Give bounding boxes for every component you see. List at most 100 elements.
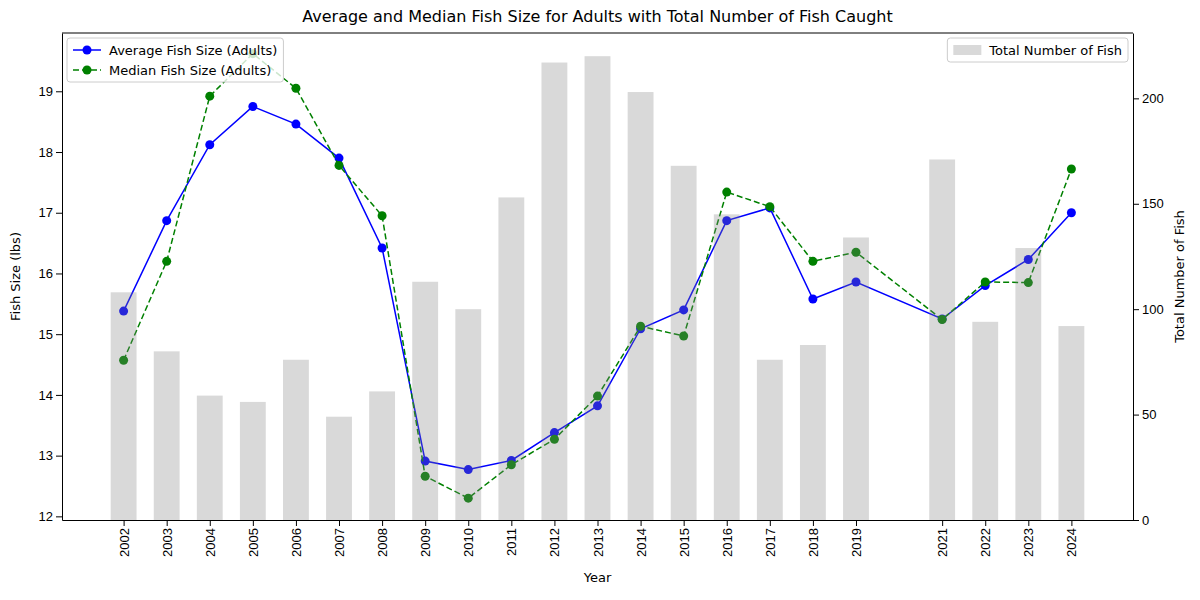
tick-label: 2013 (591, 528, 606, 557)
tick: 2003 (160, 520, 175, 557)
bar (1058, 326, 1084, 520)
bar (585, 56, 611, 520)
tick-label: 2022 (978, 528, 993, 557)
tick-mark (598, 520, 599, 526)
tick-mark (167, 520, 168, 526)
bar (628, 92, 654, 520)
tick: 2021 (935, 520, 950, 557)
tick-mark (856, 520, 857, 526)
bar (154, 351, 180, 520)
x-axis-title: Year (583, 570, 612, 585)
tick-mark (985, 520, 986, 526)
tick: 16 (39, 266, 62, 281)
bar (326, 417, 352, 520)
tick-label: 2023 (1021, 528, 1036, 557)
tick-mark (56, 395, 62, 396)
tick-mark (425, 520, 426, 526)
tick-label: 2021 (935, 528, 950, 557)
tick-mark (56, 152, 62, 153)
tick-mark (1071, 520, 1072, 526)
tick-label: 2008 (375, 528, 390, 557)
marker (378, 243, 387, 252)
tick: 19 (39, 84, 62, 99)
tick-mark (56, 456, 62, 457)
tick-label: 2006 (289, 528, 304, 557)
tick-mark (641, 520, 642, 526)
tick-mark (684, 520, 685, 526)
tick-mark (124, 520, 125, 526)
tick: 2015 (677, 520, 692, 557)
tick: 12 (39, 509, 62, 524)
tick: 2016 (720, 520, 735, 557)
tick: 2018 (806, 520, 821, 557)
tick: 15 (39, 327, 62, 342)
legend-swatch (953, 45, 981, 55)
tick: 0 (1133, 513, 1149, 528)
marker (1067, 165, 1076, 174)
bar (111, 292, 137, 520)
legend-marker (83, 66, 92, 75)
tick-mark (1133, 309, 1139, 310)
bar (929, 159, 955, 520)
legend-label: Average Fish Size (Adults) (109, 43, 277, 58)
bar (800, 345, 826, 520)
bar (714, 214, 740, 520)
axis-line (1133, 34, 1134, 521)
tick: 2019 (849, 520, 864, 557)
marker (981, 277, 990, 286)
tick: 13 (39, 448, 62, 463)
tick-mark (1133, 415, 1139, 416)
tick-mark (253, 520, 254, 526)
tick: 50 (1133, 407, 1156, 422)
tick-mark (511, 520, 512, 526)
tick-label: 2009 (418, 528, 433, 557)
tick-mark (382, 520, 383, 526)
tick-label: 2019 (849, 528, 864, 557)
tick-mark (56, 516, 62, 517)
tick-label: 12 (39, 509, 53, 524)
marker (808, 294, 817, 303)
tick-label: 18 (39, 145, 53, 160)
tick: 150 (1133, 196, 1164, 211)
bar (972, 322, 998, 520)
tick-mark (296, 520, 297, 526)
tick-label: 100 (1142, 302, 1164, 317)
tick-mark (1028, 520, 1029, 526)
title: Average and Median Fish Size for Adults … (302, 7, 893, 26)
marker (162, 216, 171, 225)
legend-label: Median Fish Size (Adults) (109, 63, 271, 78)
tick-label: 2005 (246, 528, 261, 557)
tick: 2022 (978, 520, 993, 557)
legend-frame (947, 38, 1128, 62)
bar (1015, 248, 1041, 520)
marker (205, 92, 214, 101)
bar (369, 391, 395, 520)
y2-axis: 0 50 100 150 200 (1133, 34, 1164, 528)
tick: 2013 (591, 520, 606, 557)
legend: Average Fish Size (Adults) Median Fish Si… (67, 38, 283, 82)
tick-mark (468, 520, 469, 526)
tick-label: 2012 (547, 528, 562, 557)
bar (671, 166, 697, 520)
tick: 2017 (763, 520, 778, 557)
marker (378, 211, 387, 220)
tick-mark (942, 520, 943, 526)
tick-label: 2010 (461, 528, 476, 557)
tick-mark (339, 520, 340, 526)
marker (335, 161, 344, 170)
marker (291, 84, 300, 93)
tick: 18 (39, 145, 62, 160)
tick-mark (1133, 204, 1139, 205)
tick-label: 200 (1142, 91, 1164, 106)
tick-label: 2003 (160, 528, 175, 557)
tick: 2012 (547, 520, 562, 557)
tick: 200 (1133, 91, 1164, 106)
tick-label: 2018 (806, 528, 821, 557)
tick-label: 13 (39, 448, 53, 463)
tick: 2023 (1021, 520, 1036, 557)
y-axis: 1213141516171819 (39, 34, 63, 525)
tick-label: 17 (39, 205, 53, 220)
marker (765, 202, 774, 211)
tick: 2004 (203, 520, 218, 557)
tick: 2010 (461, 520, 476, 557)
